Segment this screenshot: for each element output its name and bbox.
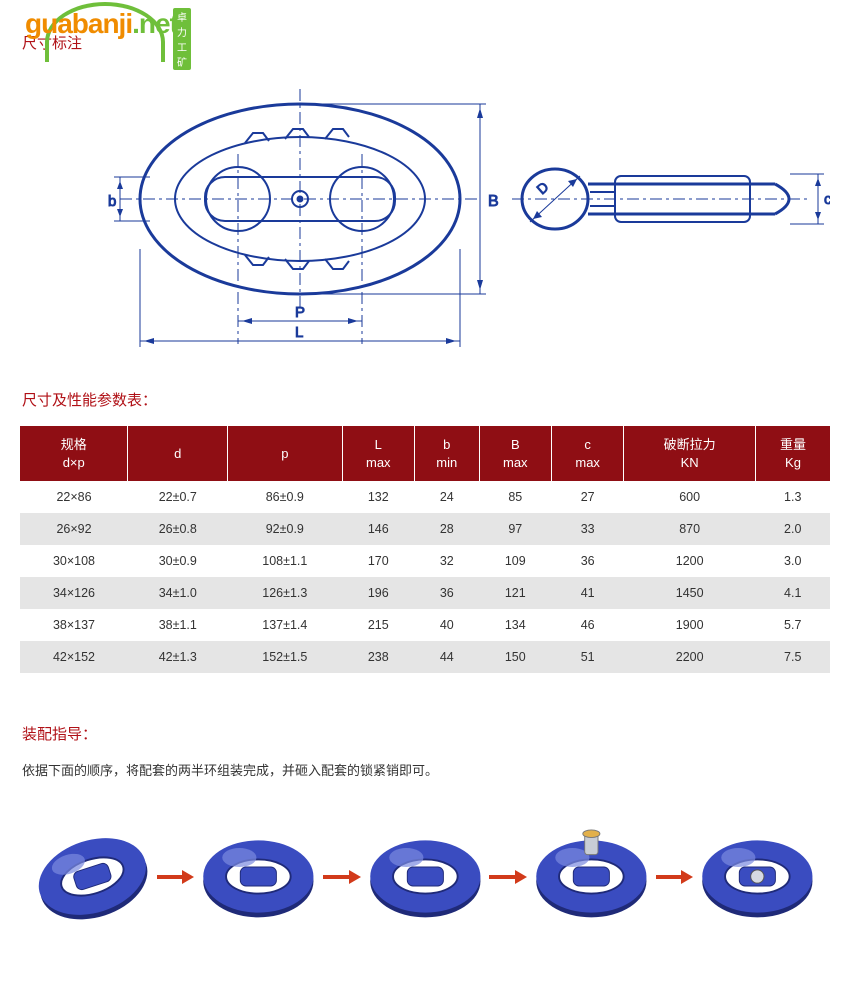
table-cell: 5.7 (755, 609, 830, 641)
assembly-step (28, 829, 157, 924)
watermark-logo: guabanji.net 卓力工矿 (25, 8, 178, 40)
table-cell: 46 (551, 609, 623, 641)
heading-spec-table: 尺寸及性能参数表： (22, 389, 830, 410)
table-cell: 34±1.0 (128, 577, 228, 609)
assembly-instruction: 依据下面的顺序，将配套的两半环组装完成，并砸入配套的锁紧销即可。 (22, 760, 830, 779)
table-cell: 42±1.3 (128, 641, 228, 673)
table-row: 34×12634±1.0126±1.3196361214114504.1 (20, 577, 830, 609)
table-cell: 36 (551, 545, 623, 577)
table-cell: 600 (624, 481, 756, 513)
spec-table: 规格d×pdpLmaxbminBmaxcmax破断拉力KN重量Kg 22×862… (20, 426, 830, 673)
dim-label-c: c (824, 191, 830, 208)
assembly-step (693, 829, 822, 924)
table-cell: 33 (551, 513, 623, 545)
dim-label-b: b (108, 193, 116, 210)
table-header: p (228, 426, 343, 481)
arrow-icon (656, 870, 694, 884)
table-cell: 24 (414, 481, 479, 513)
table-cell: 85 (479, 481, 551, 513)
table-cell: 97 (479, 513, 551, 545)
dim-label-p: P (295, 304, 305, 321)
table-cell: 7.5 (755, 641, 830, 673)
table-cell: 51 (551, 641, 623, 673)
table-cell: 92±0.9 (228, 513, 343, 545)
table-cell: 42×152 (20, 641, 128, 673)
table-cell: 108±1.1 (228, 545, 343, 577)
table-row: 38×13738±1.1137±1.4215401344619005.7 (20, 609, 830, 641)
table-cell: 22±0.7 (128, 481, 228, 513)
table-cell: 170 (342, 545, 414, 577)
table-cell: 32 (414, 545, 479, 577)
assembly-step (361, 829, 490, 924)
table-cell: 870 (624, 513, 756, 545)
table-header: Bmax (479, 426, 551, 481)
table-header: cmax (551, 426, 623, 481)
table-cell: 121 (479, 577, 551, 609)
table-header: 规格d×p (20, 426, 128, 481)
table-cell: 86±0.9 (228, 481, 343, 513)
table-header: 破断拉力KN (624, 426, 756, 481)
table-cell: 30±0.9 (128, 545, 228, 577)
assembly-step (194, 829, 323, 924)
table-cell: 196 (342, 577, 414, 609)
table-cell: 2.0 (755, 513, 830, 545)
table-cell: 38×137 (20, 609, 128, 641)
table-cell: 40 (414, 609, 479, 641)
watermark-text: guabanji (25, 8, 132, 39)
table-cell: 152±1.5 (228, 641, 343, 673)
table-cell: 238 (342, 641, 414, 673)
table-cell: 4.1 (755, 577, 830, 609)
dim-label-big-b: B (488, 193, 499, 210)
table-cell: 27 (551, 481, 623, 513)
table-header: 重量Kg (755, 426, 830, 481)
table-cell: 1450 (624, 577, 756, 609)
table-row: 26×9226±0.892±0.91462897338702.0 (20, 513, 830, 545)
dim-label-l: L (295, 324, 303, 341)
table-cell: 3.0 (755, 545, 830, 577)
table-cell: 109 (479, 545, 551, 577)
table-cell: 26×92 (20, 513, 128, 545)
watermark-suffix: .net (132, 8, 178, 39)
table-cell: 134 (479, 609, 551, 641)
table-header: d (128, 426, 228, 481)
table-cell: 36 (414, 577, 479, 609)
table-cell: 146 (342, 513, 414, 545)
table-cell: 41 (551, 577, 623, 609)
table-cell: 26±0.8 (128, 513, 228, 545)
table-row: 22×8622±0.786±0.91322485276001.3 (20, 481, 830, 513)
table-row: 30×10830±0.9108±1.1170321093612003.0 (20, 545, 830, 577)
table-cell: 2200 (624, 641, 756, 673)
table-cell: 34×126 (20, 577, 128, 609)
table-header: Lmax (342, 426, 414, 481)
table-cell: 215 (342, 609, 414, 641)
table-cell: 44 (414, 641, 479, 673)
heading-assembly: 装配指导： (22, 723, 830, 744)
watermark-badge: 卓力工矿 (173, 8, 191, 70)
arrow-icon (489, 870, 527, 884)
table-cell: 1900 (624, 609, 756, 641)
table-cell: 150 (479, 641, 551, 673)
dim-label-d-diam: D (533, 179, 551, 198)
table-cell: 1200 (624, 545, 756, 577)
assembly-steps (20, 829, 830, 924)
table-cell: 28 (414, 513, 479, 545)
table-cell: 126±1.3 (228, 577, 343, 609)
dimension-diagram: b B P (20, 69, 830, 349)
table-cell: 137±1.4 (228, 609, 343, 641)
table-header: bmin (414, 426, 479, 481)
assembly-step (527, 829, 656, 924)
table-cell: 38±1.1 (128, 609, 228, 641)
table-cell: 22×86 (20, 481, 128, 513)
arrow-icon (323, 870, 361, 884)
table-cell: 30×108 (20, 545, 128, 577)
table-row: 42×15242±1.3152±1.5238441505122007.5 (20, 641, 830, 673)
table-cell: 132 (342, 481, 414, 513)
arrow-icon (157, 870, 195, 884)
table-cell: 1.3 (755, 481, 830, 513)
